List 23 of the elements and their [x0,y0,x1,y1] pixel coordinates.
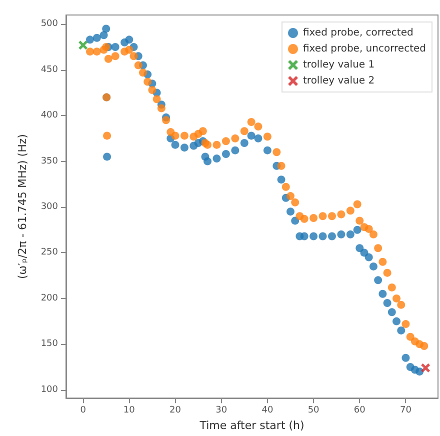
x-tick-label: 70 [400,406,412,416]
x-tick-label: 60 [354,406,366,416]
x-tick-label: 20 [170,406,182,416]
y-axis-title: (ω′ₚ/2π - 61.745 MHz) (Hz) [16,134,29,280]
x-tick-label: 40 [262,406,274,416]
x-tick-label: 10 [123,406,136,416]
y-tick-label: 450 [40,64,58,75]
legend-label: fixed probe, uncorrected [303,44,426,54]
x-tick-label: 50 [308,406,320,416]
x-tick-label: 0 [80,406,86,416]
y-tick-label: 300 [40,202,58,212]
legend-label: trolley value 2 [303,76,375,86]
y-tick-label: 150 [40,339,58,350]
x-tick-label: 30 [216,406,228,416]
y-tick-label: 250 [40,248,58,258]
y-tick-label: 400 [40,110,58,121]
legend-label: fixed probe, corrected [303,28,414,38]
y-tick-label: 100 [40,384,58,395]
y-tick-label: 350 [40,156,58,166]
legend-label: trolley value 1 [303,60,375,70]
y-tick-label: 500 [40,19,58,30]
y-tick-label: 200 [40,293,58,304]
x-axis-title: Time after start (h) [198,419,304,432]
